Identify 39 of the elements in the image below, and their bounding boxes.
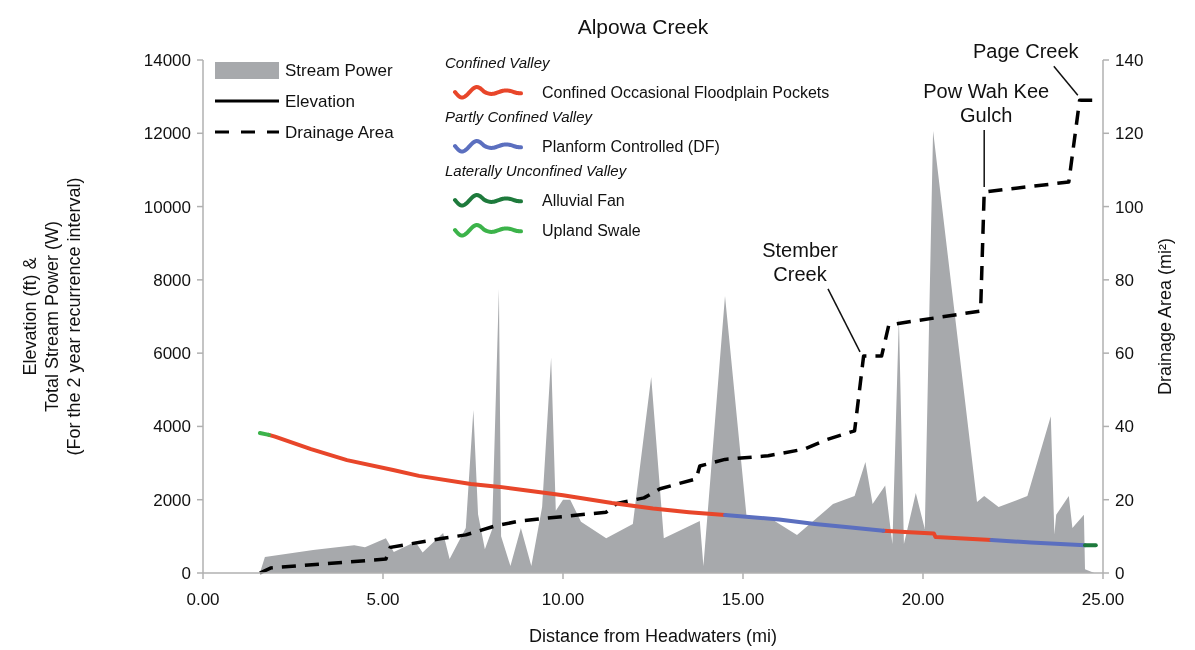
y2-axis-title: Drainage Area (mi²) [1155, 237, 1175, 396]
x-tick-label: 15.00 [721, 590, 765, 609]
legend-label: Stream Power [285, 60, 394, 80]
y-tick-label: 10000 [143, 197, 191, 217]
annotation: Pow Wah Kee Gulch [923, 79, 1050, 126]
y-tick-label: 4000 [153, 417, 191, 437]
y-tick-label: 12000 [143, 124, 191, 144]
y-tick-label: 8000 [153, 270, 191, 290]
x-tick-label: 10.00 [541, 590, 585, 609]
y-tick-label: 6000 [153, 344, 191, 364]
x-tick-label: 5.00 [366, 590, 400, 609]
y2-tick-label: 60 [1115, 344, 1134, 364]
y2-tick-label: 0 [1115, 563, 1125, 583]
y2-tick-label: 120 [1115, 124, 1144, 144]
legend-label: Upland Swale [542, 221, 641, 239]
chart-title: Alpowa Creek [577, 15, 709, 38]
y-tick-label: 0 [181, 563, 191, 583]
y-tick-label: 2000 [153, 490, 191, 510]
y-tick-label: 14000 [143, 50, 191, 70]
y2-tick-label: 20 [1115, 490, 1134, 510]
y-axis-title: Elevation (ft) & Total Stream Power (W) (For the 2 year recurrence interval) [20, 177, 84, 456]
annotation: Stember Creek [762, 238, 839, 285]
y2-tick-label: 80 [1115, 270, 1134, 290]
legend-label: Planform Controlled (DF) [542, 137, 720, 155]
x-tick-label: 25.00 [1081, 590, 1125, 609]
annotation: Page Creek [972, 40, 1080, 63]
x-axis-title: Distance from Headwaters (mi) [528, 626, 778, 646]
legend-label: Alluvial Fan [542, 191, 625, 209]
legend-label: Confined Occasional Floodplain Pockets [542, 83, 830, 101]
annotation: Partly Confined Valley [445, 108, 594, 125]
annotation: Confined Valley [445, 54, 552, 71]
y2-tick-label: 140 [1115, 50, 1144, 70]
y2-tick-label: 100 [1115, 197, 1144, 217]
y2-tick-label: 40 [1115, 417, 1134, 437]
x-tick-label: 0.00 [186, 590, 220, 609]
legend-label: Elevation [285, 91, 355, 111]
x-tick-label: 20.00 [901, 590, 945, 609]
annotation: Laterally Unconfined Valley [445, 162, 628, 179]
legend-label: Drainage Area [285, 122, 395, 142]
